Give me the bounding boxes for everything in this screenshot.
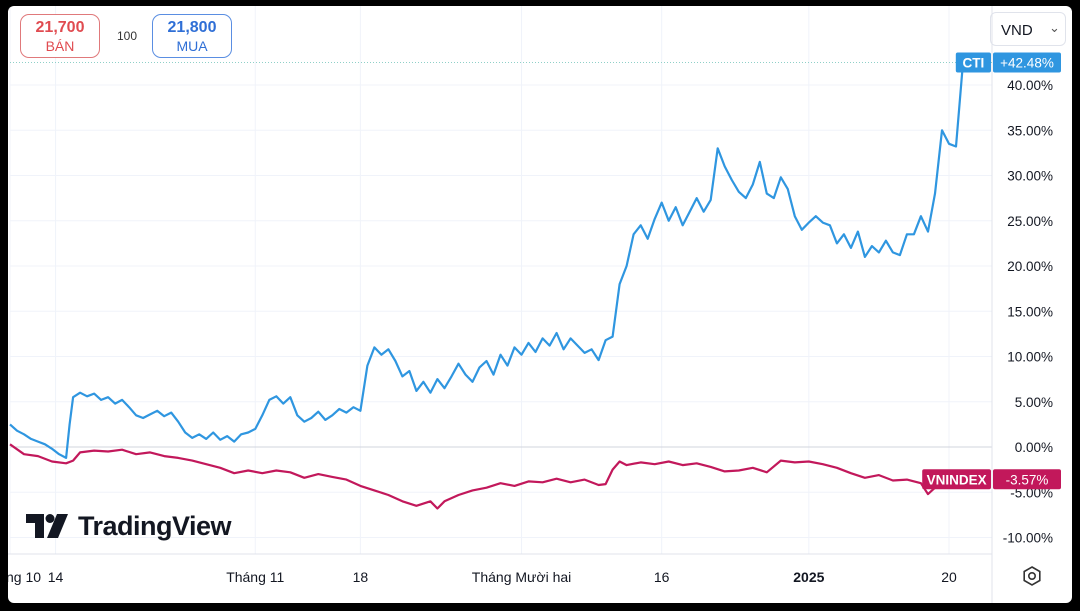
sell-price-box[interactable]: 21,700 BÁN (20, 14, 100, 58)
y-tick-label: 0.00% (1015, 440, 1053, 455)
y-tick-label: 25.00% (1007, 214, 1053, 229)
y-tick-label: 30.00% (1007, 169, 1053, 184)
vnindex-value-tag (993, 469, 1061, 490)
x-tick-label: 16 (654, 569, 670, 585)
x-tick-label: Tháng Mười hai (472, 569, 571, 585)
currency-label: VND (1001, 22, 1033, 39)
y-tick-label: 15.00% (1007, 304, 1053, 319)
x-tick-label: Tháng 11 (226, 569, 284, 585)
sell-price: 21,700 (35, 19, 85, 36)
comparison-chart[interactable]: 40.00% 35.00% 30.00% 25.00% 20.00% 15.00% 10.0… (8, 6, 1072, 603)
y-tick-label: 35.00% (1007, 123, 1053, 138)
logo-text: TradingView (78, 511, 232, 541)
y-tick-label: 10.00% (1007, 350, 1053, 365)
x-tick-label: 2025 (793, 569, 824, 585)
cti-value-tag (993, 52, 1061, 73)
tradingview-mark-icon (26, 514, 68, 538)
cti-series-line (9, 62, 965, 459)
cti-name-label: CTI (963, 56, 985, 71)
vnindex-name-tag (922, 469, 991, 490)
buy-price: 21,800 (167, 19, 217, 36)
sell-label: BÁN (45, 38, 75, 54)
chart-frame: 40.00% 35.00% 30.00% 25.00% 20.00% 15.00% 10.0… (8, 6, 1072, 603)
buy-label: MUA (176, 38, 208, 54)
buy-price-box[interactable]: 21,800 MUA (152, 14, 232, 58)
vnindex-series-line (9, 443, 964, 510)
x-tick-label: 14 (48, 569, 64, 585)
settings-icon[interactable] (1022, 566, 1042, 586)
y-tick-label: 40.00% (1007, 78, 1053, 93)
x-tick-label: 18 (353, 569, 369, 585)
spread-value: 100 (117, 29, 138, 43)
cti-value-label: +42.48% (1000, 56, 1054, 71)
y-tick-label: 5.00% (1015, 395, 1053, 410)
chevron-down-icon: ⌄ (1049, 20, 1060, 35)
x-tick-label: ng 10 (8, 569, 41, 585)
vnindex-name-label: VNINDEX (927, 472, 987, 487)
y-tick-label: -10.00% (1003, 531, 1053, 546)
vnindex-value-label: -3.57% (1006, 472, 1049, 487)
x-tick-label: 20 (941, 569, 957, 585)
currency-select[interactable]: VND ⌄ (990, 12, 1066, 46)
y-tick-label: 20.00% (1007, 259, 1053, 274)
cti-name-tag (955, 52, 991, 73)
